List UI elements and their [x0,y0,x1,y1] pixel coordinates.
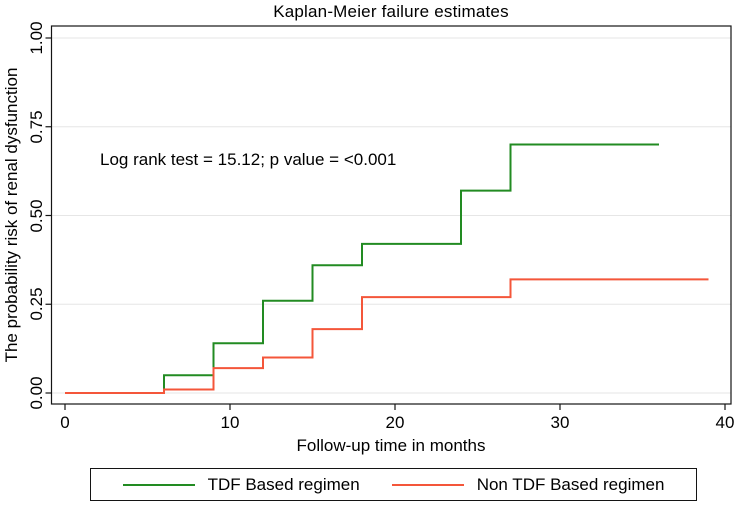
series-line-tdf-based-regimen [65,143,659,394]
logrank-annotation: Log rank test = 15.12; p value = <0.001 [100,150,397,169]
legend-line-sample [391,483,464,486]
series-line-non-tdf-based-regimen [65,278,709,394]
legend-line-sample [122,483,195,486]
y-tick-label: 0.00 [27,376,46,410]
legend-box: TDF Based regimen Non TDF Based regimen [90,468,697,501]
y-tick-label: 1.00 [27,21,46,55]
x-tick-label: 40 [715,413,735,432]
legend-label: TDF Based regimen [207,474,360,494]
chart-title: Kaplan-Meier failure estimates [273,2,509,21]
legend-item: TDF Based regimen [122,474,360,495]
x-tick-label: 30 [550,413,570,432]
x-tick-label: 0 [60,413,70,432]
legend-item: Non TDF Based regimen [391,474,665,495]
x-tick-label: 10 [220,413,240,432]
x-tick-label: 20 [385,413,405,432]
legend-label: Non TDF Based regimen [476,474,665,494]
y-tick-label: 0.50 [27,198,46,233]
y-tick-label: 0.25 [27,287,46,321]
y-tick-label: 0.75 [27,110,46,144]
x-axis-label: Follow-up time in months [296,436,486,455]
